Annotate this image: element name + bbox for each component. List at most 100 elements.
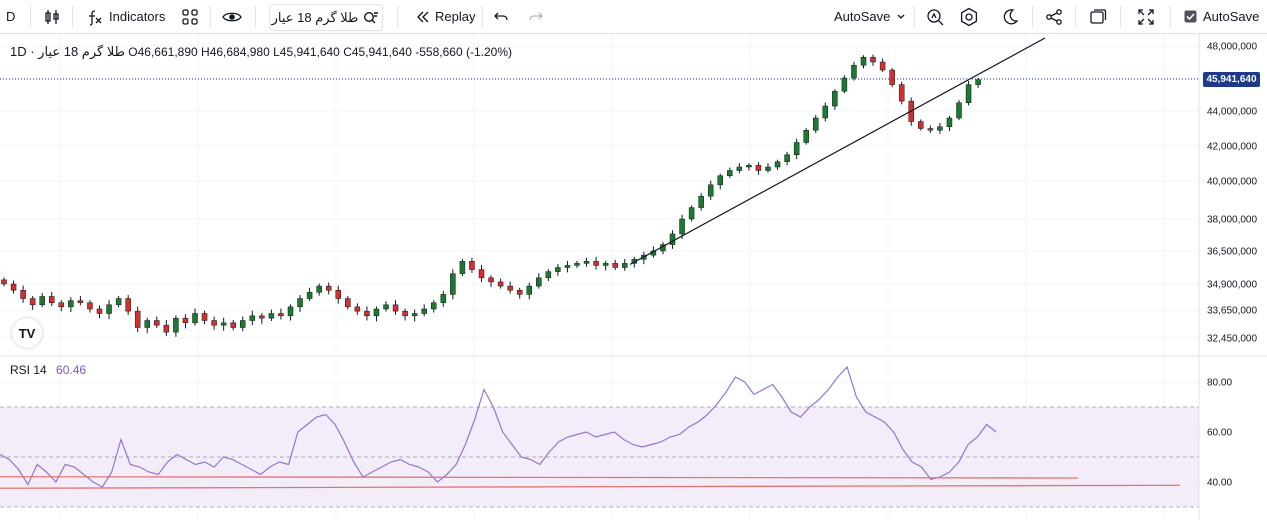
replay-button[interactable]: Replay: [415, 0, 475, 33]
candle: [287, 304, 294, 321]
candle: [469, 257, 475, 273]
toolbar-divider: [397, 6, 398, 27]
candle: [201, 310, 208, 325]
toolbar-divider: [72, 6, 73, 27]
zoom-search-icon[interactable]: [925, 0, 945, 33]
candle: [832, 89, 838, 111]
symbol-title[interactable]: طلا گرم 18 عیار · 1D: [10, 44, 125, 59]
candle: [211, 316, 217, 330]
chart-area[interactable]: 48,000,00046,000,00044,000,00042,000,000…: [0, 34, 1267, 520]
toolbar-divider: [482, 6, 483, 27]
rsi-trend-line-2[interactable]: [0, 484, 1181, 489]
moon-icon[interactable]: [1001, 0, 1019, 33]
eye-icon[interactable]: [222, 0, 242, 33]
redo-icon[interactable]: [528, 0, 544, 33]
candle: [803, 128, 809, 145]
candle: [545, 269, 552, 282]
price-tick-label: 36,500,000: [1207, 247, 1257, 258]
candle: [889, 68, 895, 88]
toolbar-divider: [914, 6, 915, 27]
indicators-button[interactable]: Indicators: [85, 0, 165, 33]
close-value: C45,941,640: [343, 45, 412, 59]
last-price-tag: 45,941,640: [1203, 72, 1260, 87]
candle: [220, 317, 227, 331]
price-tick-label: 38,000,000: [1207, 215, 1257, 226]
candle: [784, 151, 790, 166]
toolbar-divider: [1032, 6, 1033, 27]
candle: [793, 138, 800, 159]
fx-icon: [89, 9, 102, 26]
candle: [383, 301, 389, 312]
candle: [497, 278, 504, 289]
candle: [574, 260, 580, 268]
rsi-line: [0, 365, 997, 488]
layout-icon[interactable]: [1089, 0, 1107, 33]
candle: [87, 300, 93, 313]
candle: [555, 263, 561, 276]
candle: [125, 295, 131, 315]
candle: [755, 162, 762, 175]
candle: [813, 115, 819, 134]
rsi-axis[interactable]: 80.00 60.00 40.00: [1207, 378, 1232, 489]
candle: [622, 258, 628, 271]
candle: [68, 297, 74, 313]
indicators-label: Indicators: [109, 9, 166, 24]
candles-icon[interactable]: [43, 0, 61, 33]
candle: [402, 308, 408, 321]
rsi-trend-line-1[interactable]: [0, 476, 1079, 479]
candle: [364, 306, 370, 321]
top-toolbar: D Indicators طلا گرم 18 عیار Replay Auto…: [0, 0, 1267, 34]
candle: [526, 282, 532, 300]
candle: [278, 308, 284, 320]
candle: [115, 296, 122, 308]
candle: [688, 205, 695, 222]
candle: [29, 296, 36, 310]
rsi-legend: RSI 14 60.46: [10, 363, 86, 377]
candle: [411, 309, 418, 322]
low-value: L45,941,640: [273, 45, 340, 59]
candle: [516, 287, 523, 299]
rsi-band-lines: [0, 406, 1199, 508]
autosave-checkbox[interactable]: AutoSave: [1184, 0, 1259, 33]
candlestick-series: [1, 54, 981, 337]
candle: [727, 167, 733, 178]
interval-label: D: [6, 9, 16, 24]
toolbar-divider: [1120, 6, 1121, 27]
candle: [478, 265, 485, 282]
candle: [325, 282, 332, 295]
autosave-button[interactable]: AutoSave: [834, 0, 906, 33]
fullscreen-icon[interactable]: [1137, 0, 1155, 33]
candle: [841, 75, 848, 94]
candle: [660, 242, 666, 255]
candle: [134, 306, 141, 333]
candle: [870, 54, 876, 66]
candle: [96, 305, 103, 319]
rsi-name[interactable]: RSI 14: [10, 363, 47, 377]
candle: [39, 292, 45, 308]
price-tick-label: 44,000,000: [1207, 107, 1257, 118]
interval-button[interactable]: D: [6, 0, 15, 33]
candle: [965, 80, 972, 106]
candle: [163, 320, 170, 336]
toolbar-divider: [1170, 6, 1171, 27]
candle: [306, 287, 313, 302]
candle: [354, 303, 361, 315]
share-icon[interactable]: [1045, 0, 1063, 33]
candle: [937, 122, 943, 134]
autosave-check-label: AutoSave: [1203, 9, 1260, 24]
price-tick-label: 48,000,000: [1207, 42, 1257, 53]
price-tick-label: 33,650,000: [1207, 306, 1257, 317]
candle: [583, 257, 590, 267]
rewind-icon: [417, 11, 429, 22]
templates-icon[interactable]: [181, 0, 199, 33]
tradingview-logo[interactable]: TV: [12, 318, 42, 348]
settings-icon[interactable]: [959, 0, 979, 33]
candle: [736, 163, 743, 174]
candle: [297, 295, 303, 313]
trend-line[interactable]: [629, 37, 1046, 265]
high-value: H46,684,980: [201, 45, 270, 59]
undo-icon[interactable]: [493, 0, 509, 33]
symbol-search-button[interactable]: طلا گرم 18 عیار: [269, 4, 383, 31]
candle: [335, 285, 341, 304]
candle: [392, 300, 399, 315]
